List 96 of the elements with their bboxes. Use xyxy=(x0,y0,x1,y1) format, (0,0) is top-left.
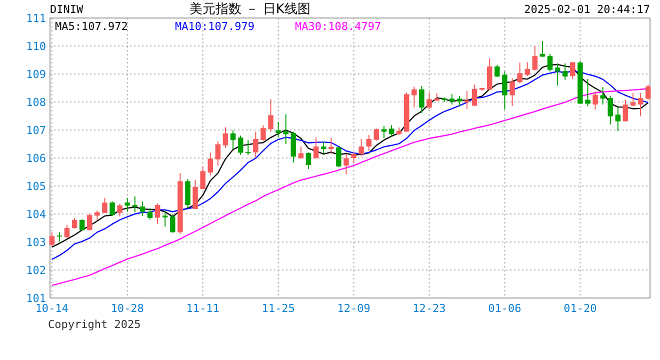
candlestick xyxy=(79,218,85,232)
x-tick-label: 11-25 xyxy=(262,302,295,315)
candlestick xyxy=(162,210,168,228)
candlestick xyxy=(366,134,372,152)
candlestick xyxy=(517,62,522,84)
text: MA10:107.979 xyxy=(175,20,254,33)
candlestick xyxy=(147,208,153,220)
candlestick xyxy=(487,58,492,90)
candlestick xyxy=(140,200,146,216)
text: MA30:108.4797 xyxy=(295,20,382,33)
candlestick xyxy=(464,90,470,110)
candlestick xyxy=(170,214,176,234)
candlestick xyxy=(374,128,380,142)
y-tick-label: 110 xyxy=(26,40,46,53)
candlestick xyxy=(87,212,92,232)
candlestick xyxy=(554,62,560,86)
y-tick-label: 102 xyxy=(26,264,46,277)
candlestick xyxy=(313,137,319,159)
candlestick xyxy=(245,140,251,156)
candlestick xyxy=(230,130,236,150)
candlestick xyxy=(426,92,432,110)
candlestick xyxy=(117,203,122,218)
candlestick xyxy=(547,53,553,72)
candlestick xyxy=(110,200,115,216)
candlestick xyxy=(412,86,417,108)
candlestick xyxy=(615,106,621,132)
candlestick xyxy=(208,152,213,176)
y-tick-label: 101 xyxy=(26,292,46,305)
y-tick-label: 104 xyxy=(26,208,46,221)
candlestick xyxy=(592,90,598,110)
candlestick xyxy=(298,146,304,159)
candlestick xyxy=(185,178,190,209)
candlestick xyxy=(320,141,326,154)
candlestick xyxy=(49,232,55,247)
candlestick xyxy=(608,95,613,125)
candlestick xyxy=(72,217,78,230)
x-tick-label: 12-23 xyxy=(412,302,446,315)
candlestick xyxy=(268,98,274,132)
candlestick xyxy=(336,146,342,168)
candlestick xyxy=(283,114,288,144)
candlestick xyxy=(56,232,62,242)
candlestick xyxy=(510,78,515,107)
candlestick xyxy=(253,131,258,158)
text: Copyright 2025 xyxy=(48,318,141,331)
candlestick xyxy=(622,99,628,122)
candlestick xyxy=(351,152,356,164)
y-tick-label: 103 xyxy=(26,236,46,249)
y-tick-label: 111 xyxy=(26,12,46,25)
candlestick xyxy=(238,135,244,156)
candlestick xyxy=(124,198,130,212)
candlestick xyxy=(600,86,606,106)
y-tick-label: 109 xyxy=(26,68,46,81)
candlestick xyxy=(358,138,364,157)
x-tick-label: 01-06 xyxy=(488,302,522,315)
x-tick-label: 10-28 xyxy=(110,302,144,315)
candlestick xyxy=(215,140,221,166)
candlestick xyxy=(381,125,387,139)
text: MA5:107.972 xyxy=(55,20,128,33)
candlestick xyxy=(306,152,312,170)
x-tick-label: 10-14 xyxy=(35,302,69,315)
x-tick-label: 01-20 xyxy=(564,302,597,315)
candlestick xyxy=(562,62,568,80)
candlestick xyxy=(154,202,160,224)
candlestick xyxy=(388,124,394,137)
chart-title: 美元指数 － 日K线图 xyxy=(190,1,310,17)
candlestick xyxy=(494,64,500,78)
y-tick-label: 106 xyxy=(26,152,46,165)
candlestick xyxy=(102,198,108,214)
x-tick-label: 12-09 xyxy=(337,302,370,315)
candlestick xyxy=(192,179,198,210)
candlestick xyxy=(419,86,424,114)
candlestick xyxy=(638,92,644,117)
candlestick xyxy=(64,224,70,238)
text: 2025-02-01 20:44:17 xyxy=(524,3,650,16)
candlestick xyxy=(456,95,462,107)
candlestick xyxy=(328,137,334,155)
x-tick-label: 11-11 xyxy=(186,302,220,315)
candlestick xyxy=(472,84,478,107)
candlestick xyxy=(344,154,349,175)
candlestick xyxy=(645,84,651,100)
candlestick xyxy=(585,78,590,107)
candlestick xyxy=(532,46,538,72)
candlestick xyxy=(276,121,281,138)
candlestick xyxy=(502,70,508,110)
candlestick xyxy=(260,124,266,142)
candlestick xyxy=(200,166,206,190)
y-tick-label: 105 xyxy=(26,180,46,193)
y-tick-label: 107 xyxy=(26,124,46,137)
candlestick xyxy=(570,62,576,80)
candlestick xyxy=(94,210,100,220)
candlestick xyxy=(524,62,530,76)
candlestick xyxy=(222,126,228,148)
y-tick-label: 108 xyxy=(26,96,46,109)
candlestick xyxy=(449,94,455,106)
text: DINIW xyxy=(50,3,84,16)
candlestick xyxy=(290,131,296,163)
